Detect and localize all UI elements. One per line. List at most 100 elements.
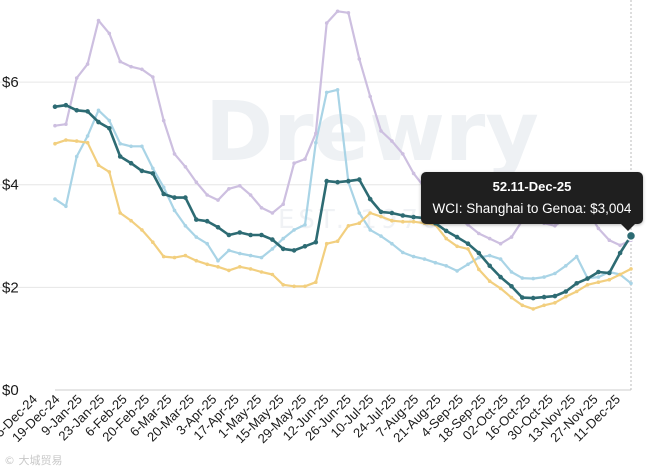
data-point[interactable] bbox=[74, 76, 79, 80]
data-point[interactable] bbox=[107, 170, 112, 174]
data-point[interactable] bbox=[270, 211, 275, 215]
data-point[interactable] bbox=[487, 263, 493, 269]
data-point[interactable] bbox=[183, 165, 188, 169]
data-point[interactable] bbox=[531, 307, 535, 311]
data-point[interactable] bbox=[161, 254, 166, 259]
data-point[interactable] bbox=[476, 250, 482, 256]
data-point[interactable] bbox=[618, 243, 622, 248]
data-point[interactable] bbox=[379, 129, 383, 133]
data-point[interactable] bbox=[151, 166, 155, 171]
data-point[interactable] bbox=[63, 102, 69, 108]
data-point[interactable] bbox=[118, 59, 122, 64]
data-point[interactable] bbox=[520, 276, 525, 280]
data-point[interactable] bbox=[172, 208, 177, 213]
data-point[interactable] bbox=[128, 160, 134, 166]
data-point[interactable] bbox=[216, 258, 220, 263]
data-point[interactable] bbox=[454, 234, 460, 240]
data-point[interactable] bbox=[357, 57, 362, 61]
data-point[interactable] bbox=[74, 139, 79, 143]
data-point[interactable] bbox=[205, 262, 209, 267]
data-point[interactable] bbox=[574, 289, 579, 294]
data-point[interactable] bbox=[292, 228, 296, 232]
data-point[interactable] bbox=[215, 225, 221, 230]
data-point[interactable] bbox=[161, 191, 166, 197]
data-point[interactable] bbox=[183, 224, 188, 228]
data-point[interactable] bbox=[509, 270, 514, 274]
data-point[interactable] bbox=[498, 241, 503, 246]
data-point[interactable] bbox=[140, 228, 144, 232]
data-point[interactable] bbox=[205, 193, 209, 197]
data-point[interactable] bbox=[422, 257, 427, 261]
data-point[interactable] bbox=[498, 257, 503, 261]
data-point[interactable] bbox=[161, 185, 166, 190]
data-point[interactable] bbox=[280, 246, 286, 252]
data-point[interactable] bbox=[194, 217, 199, 222]
data-point[interactable] bbox=[411, 254, 416, 259]
data-point[interactable] bbox=[238, 251, 242, 256]
data-point[interactable] bbox=[433, 260, 438, 265]
data-point[interactable] bbox=[455, 269, 459, 273]
data-point[interactable] bbox=[237, 230, 243, 235]
data-point[interactable] bbox=[596, 280, 601, 285]
data-point[interactable] bbox=[314, 131, 318, 136]
data-point[interactable] bbox=[378, 209, 384, 215]
data-point[interactable] bbox=[248, 253, 253, 258]
data-point[interactable] bbox=[564, 264, 568, 268]
data-point[interactable] bbox=[585, 276, 590, 281]
data-point[interactable] bbox=[238, 184, 242, 188]
data-point[interactable] bbox=[563, 289, 569, 294]
data-point[interactable] bbox=[53, 123, 57, 128]
data-point[interactable] bbox=[107, 31, 112, 36]
data-point[interactable] bbox=[553, 224, 557, 228]
data-point[interactable] bbox=[477, 255, 481, 260]
data-point[interactable] bbox=[335, 9, 340, 14]
data-point[interactable] bbox=[357, 211, 362, 215]
data-point[interactable] bbox=[368, 211, 373, 215]
data-point[interactable] bbox=[390, 241, 394, 246]
data-point[interactable] bbox=[85, 109, 90, 114]
data-point[interactable] bbox=[487, 253, 492, 258]
data-point[interactable] bbox=[346, 11, 351, 15]
data-point[interactable] bbox=[183, 253, 188, 258]
data-point[interactable] bbox=[466, 247, 470, 251]
data-point[interactable] bbox=[520, 303, 525, 308]
data-point[interactable] bbox=[411, 171, 416, 176]
data-point[interactable] bbox=[574, 254, 579, 259]
data-point[interactable] bbox=[172, 195, 177, 200]
data-point[interactable] bbox=[509, 235, 514, 239]
data-point[interactable] bbox=[74, 154, 79, 159]
data-point[interactable] bbox=[509, 295, 514, 300]
data-point[interactable] bbox=[270, 237, 275, 242]
data-point[interactable] bbox=[248, 193, 253, 197]
data-point[interactable] bbox=[194, 180, 199, 184]
data-point[interactable] bbox=[53, 197, 57, 201]
data-point[interactable] bbox=[151, 240, 155, 244]
data-point[interactable] bbox=[596, 269, 601, 275]
data-point[interactable] bbox=[324, 21, 329, 25]
data-point[interactable] bbox=[259, 232, 264, 238]
data-point[interactable] bbox=[401, 152, 405, 156]
data-point[interactable] bbox=[564, 294, 568, 299]
data-point[interactable] bbox=[85, 62, 90, 66]
data-point[interactable] bbox=[227, 187, 231, 191]
data-point[interactable] bbox=[629, 281, 633, 286]
data-point[interactable] bbox=[466, 262, 470, 267]
data-point[interactable] bbox=[389, 210, 395, 216]
data-point[interactable] bbox=[520, 295, 525, 300]
data-point[interactable] bbox=[96, 163, 101, 167]
data-point[interactable] bbox=[487, 279, 492, 284]
data-point[interactable] bbox=[64, 138, 68, 142]
data-point[interactable] bbox=[509, 284, 514, 289]
data-point[interactable] bbox=[74, 108, 79, 113]
data-point[interactable] bbox=[172, 152, 177, 156]
data-point[interactable] bbox=[401, 250, 405, 255]
data-point[interactable] bbox=[574, 281, 579, 286]
data-point[interactable] bbox=[205, 241, 209, 246]
data-point[interactable] bbox=[281, 202, 286, 206]
data-point[interactable] bbox=[302, 244, 308, 249]
data-point[interactable] bbox=[367, 196, 373, 202]
data-point[interactable] bbox=[139, 168, 145, 174]
data-point[interactable] bbox=[585, 283, 590, 287]
data-point[interactable] bbox=[314, 140, 318, 145]
data-point[interactable] bbox=[346, 224, 351, 228]
